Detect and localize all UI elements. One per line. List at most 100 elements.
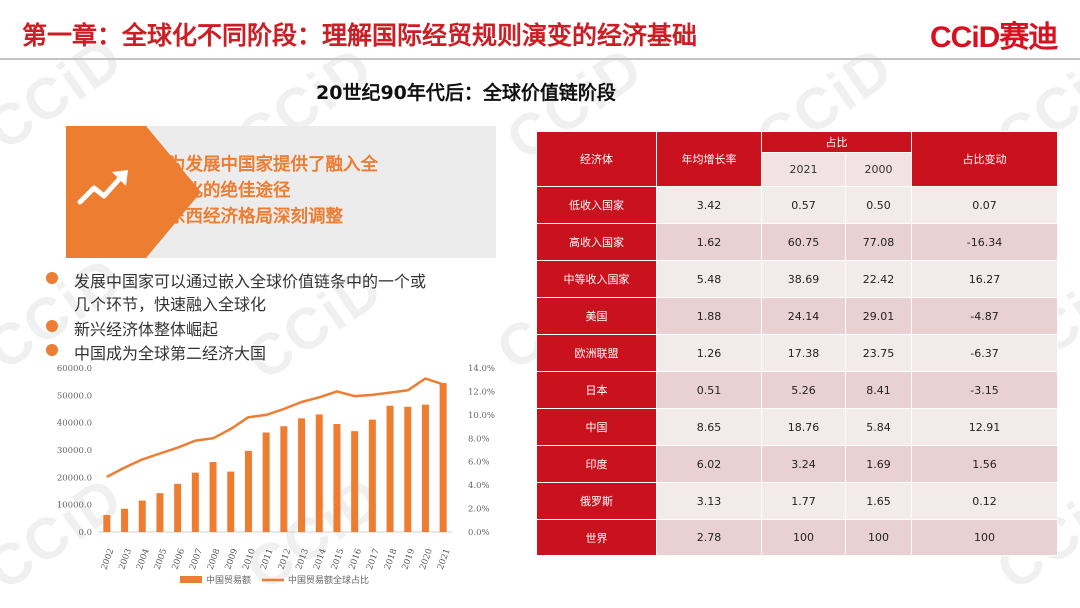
bar bbox=[227, 471, 235, 532]
x-tick-label: 2021 bbox=[436, 547, 453, 571]
bullet-text: 几个环节，快速融入全球化 bbox=[74, 295, 267, 314]
share-2021-cell: 18.76 bbox=[761, 408, 846, 446]
share-change-cell: -4.87 bbox=[911, 297, 1058, 335]
economy-cell: 欧洲联盟 bbox=[536, 334, 657, 372]
x-tick-label: 2015 bbox=[330, 547, 347, 571]
growth-cell: 1.26 bbox=[656, 334, 762, 372]
table-row: 印度 6.02 3.24 1.69 1.56 bbox=[536, 445, 1058, 483]
share-2000-cell: 22.42 bbox=[845, 260, 912, 298]
share-change-cell: 0.07 bbox=[911, 186, 1058, 224]
bar bbox=[244, 450, 252, 532]
economy-cell: 中等收入国家 bbox=[536, 260, 657, 298]
growth-cell: 1.62 bbox=[656, 223, 762, 261]
bar bbox=[174, 483, 182, 532]
bar bbox=[156, 493, 164, 532]
x-tick-label: 2018 bbox=[383, 547, 400, 571]
share-line bbox=[106, 377, 444, 479]
bullet-dot bbox=[46, 320, 58, 332]
y2-tick-label: 10.0% bbox=[468, 411, 495, 421]
share-2021-cell: 0.57 bbox=[761, 186, 846, 224]
x-tick-label: 2004 bbox=[135, 547, 152, 571]
share-2021-cell: 5.26 bbox=[761, 371, 846, 409]
x-tick-label: 2010 bbox=[241, 547, 258, 571]
share-change-cell: 1.56 bbox=[911, 445, 1058, 483]
bar bbox=[121, 508, 129, 532]
share-change-cell: 0.12 bbox=[911, 482, 1058, 520]
share-2021-cell: 100 bbox=[761, 519, 846, 556]
section-subtitle: 20世纪90年代后：全球价值链阶段 bbox=[316, 82, 616, 104]
growth-cell: 3.13 bbox=[656, 482, 762, 520]
bar bbox=[209, 462, 217, 532]
bar bbox=[333, 424, 341, 532]
bar bbox=[421, 404, 429, 532]
header-growth: 年均增长率 bbox=[656, 131, 762, 187]
economy-share-table: 经济体 年均增长率 占比 占比变动 2021 2000 低收入国家 3.42 0.5… bbox=[536, 131, 1058, 556]
x-tick-label: 2020 bbox=[418, 547, 435, 571]
share-2021-cell: 3.24 bbox=[761, 445, 846, 483]
share-2000-cell: 5.84 bbox=[845, 408, 912, 446]
bullet-dot bbox=[46, 272, 58, 284]
share-change-cell: -3.15 bbox=[911, 371, 1058, 409]
share-2021-cell: 1.77 bbox=[761, 482, 846, 520]
highlight-banner: 为发展中国家提供了融入全 球化的绝佳途径 东西经济格局深刻调整 bbox=[66, 126, 496, 258]
legend-line-label: 中国贸易额全球占比 bbox=[288, 574, 369, 586]
share-change-cell: 16.27 bbox=[911, 260, 1058, 298]
bar bbox=[280, 426, 288, 532]
economy-cell: 世界 bbox=[536, 519, 657, 556]
table-row: 高收入国家 1.62 60.75 77.08 -16.34 bbox=[536, 223, 1058, 261]
economy-cell: 印度 bbox=[536, 445, 657, 483]
y2-tick-label: 12.0% bbox=[468, 387, 495, 397]
x-tick-label: 2016 bbox=[347, 547, 364, 571]
bar bbox=[404, 406, 412, 532]
table-row: 低收入国家 3.42 0.57 0.50 0.07 bbox=[536, 186, 1058, 224]
share-2000-cell: 8.41 bbox=[845, 371, 912, 409]
table-row: 中国 8.65 18.76 5.84 12.91 bbox=[536, 408, 1058, 446]
growth-cell: 1.88 bbox=[656, 297, 762, 335]
bar bbox=[439, 383, 447, 532]
growth-cell: 3.42 bbox=[656, 186, 762, 224]
y2-tick-label: 2.0% bbox=[468, 505, 490, 515]
share-2000-cell: 77.08 bbox=[845, 223, 912, 261]
x-tick-label: 2007 bbox=[188, 547, 205, 571]
bullet-text: 发展中国家可以通过嵌入全球价值链条中的一个或 bbox=[74, 272, 427, 291]
bar bbox=[138, 500, 146, 532]
table-row: 美国 1.88 24.14 29.01 -4.87 bbox=[536, 297, 1058, 335]
banner-line: 为发展中国家提供了融入全 bbox=[168, 155, 378, 175]
share-2000-cell: 23.75 bbox=[845, 334, 912, 372]
x-tick-label: 2002 bbox=[100, 547, 117, 571]
growth-cell: 5.48 bbox=[656, 260, 762, 298]
share-change-cell: 12.91 bbox=[911, 408, 1058, 446]
economy-cell: 日本 bbox=[536, 371, 657, 409]
growth-cell: 0.51 bbox=[656, 371, 762, 409]
y2-tick-label: 8.0% bbox=[468, 434, 490, 444]
share-2000-cell: 0.50 bbox=[845, 186, 912, 224]
y-tick-label: 60000.0 bbox=[57, 364, 92, 374]
ccid-logo: CCiD赛迪 bbox=[930, 21, 1058, 54]
x-tick-label: 2011 bbox=[259, 547, 276, 571]
table-row: 日本 0.51 5.26 8.41 -3.15 bbox=[536, 371, 1058, 409]
economy-cell: 高收入国家 bbox=[536, 223, 657, 261]
bar bbox=[315, 414, 323, 532]
y-tick-label: 10000.0 bbox=[57, 501, 92, 511]
share-change-cell: 100 bbox=[911, 519, 1058, 556]
bar bbox=[386, 405, 394, 532]
share-2021-cell: 24.14 bbox=[761, 297, 846, 335]
y2-tick-label: 6.0% bbox=[468, 458, 490, 468]
growth-cell: 6.02 bbox=[656, 445, 762, 483]
x-tick-label: 2003 bbox=[117, 547, 134, 571]
banner-line: 东西经济格局深刻调整 bbox=[168, 207, 343, 227]
x-tick-label: 2014 bbox=[312, 547, 329, 571]
y-tick-label: 0.0 bbox=[78, 528, 92, 538]
y-tick-label: 20000.0 bbox=[57, 473, 92, 483]
share-2000-cell: 29.01 bbox=[845, 297, 912, 335]
share-2000-cell: 100 bbox=[845, 519, 912, 556]
y2-tick-label: 0.0% bbox=[468, 528, 490, 538]
table-row: 世界 2.78 100 100 100 bbox=[536, 519, 1058, 556]
x-tick-label: 2006 bbox=[170, 547, 187, 571]
economy-cell: 美国 bbox=[536, 297, 657, 335]
table-row: 中等收入国家 5.48 38.69 22.42 16.27 bbox=[536, 260, 1058, 298]
banner-chevron bbox=[146, 126, 201, 258]
share-2021-cell: 38.69 bbox=[761, 260, 846, 298]
bullet-dot bbox=[46, 344, 58, 356]
economy-cell: 中国 bbox=[536, 408, 657, 446]
